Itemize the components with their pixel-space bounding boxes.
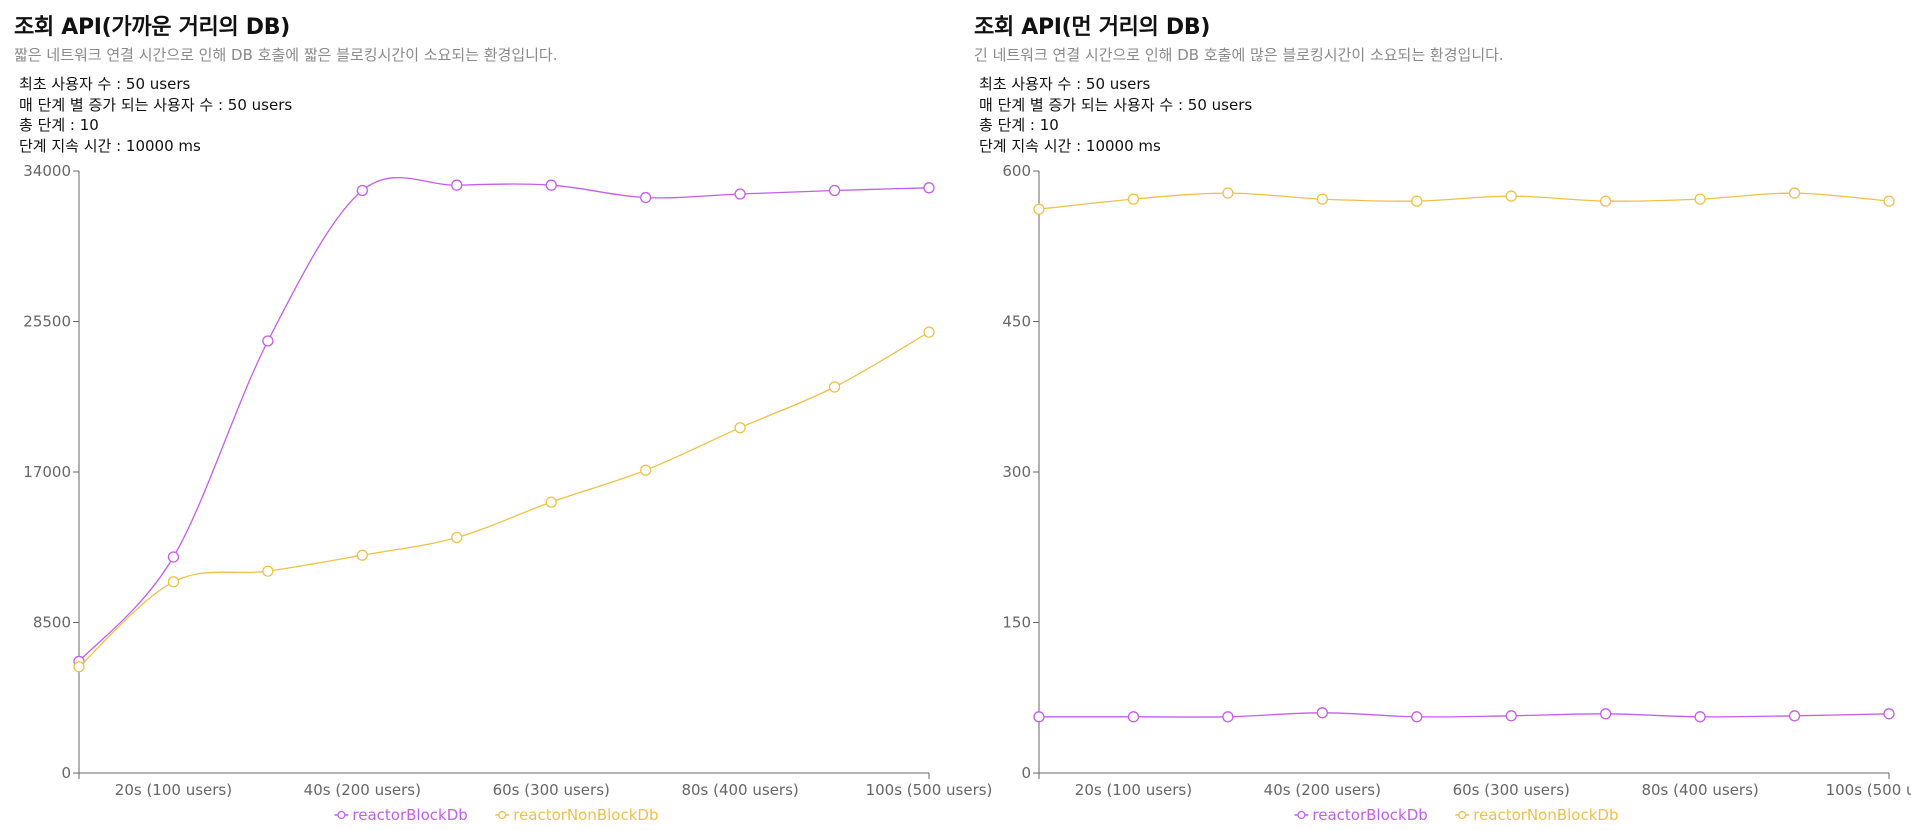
x-tick-label: 60s (300 users)	[493, 781, 610, 799]
y-tick-label: 300	[1002, 463, 1031, 481]
legend-marker-reactorNonBlockDb	[1458, 810, 1467, 820]
data-point-reactorBlockDb	[1694, 711, 1706, 723]
y-tick-label: 450	[1002, 313, 1031, 331]
data-point-reactorBlockDb	[1033, 711, 1045, 723]
chart-title: 조회 API(먼 거리의 DB)	[974, 15, 1211, 40]
info-users-per-step: 매 단계 별 증가 되는 사용자 수 : 50 users	[979, 95, 1253, 114]
info-step-duration: 단계 지속 시간 : 10000 ms	[979, 136, 1161, 155]
data-point-reactorNonBlockDb	[545, 496, 557, 508]
x-tick-label: 40s (200 users)	[1264, 781, 1381, 799]
info-total-steps: 총 단계 : 10	[979, 116, 1059, 134]
data-point-reactorNonBlockDb	[167, 576, 180, 588]
y-tick-label: 600	[1002, 162, 1031, 180]
legend-label-reactorNonBlockDb: reactorNonBlockDb	[1473, 806, 1618, 824]
data-point-reactorNonBlockDb	[734, 422, 746, 434]
chart-subtitle: 짧은 네트워크 연결 시간으로 인해 DB 호출에 짧은 블로킹시간이 소요되는…	[14, 46, 558, 64]
data-point-reactorBlockDb	[167, 551, 180, 563]
y-tick-label: 0	[1021, 764, 1031, 782]
data-point-reactorNonBlockDb	[451, 531, 463, 544]
x-tick-label: 60s (300 users)	[1453, 781, 1570, 799]
data-point-reactorNonBlockDb	[1411, 195, 1423, 207]
data-point-reactorBlockDb	[1600, 708, 1612, 720]
info-step-duration: 단계 지속 시간 : 10000 ms	[19, 136, 201, 155]
data-point-reactorBlockDb	[640, 191, 652, 204]
data-point-reactorBlockDb	[1222, 711, 1234, 723]
data-point-reactorBlockDb	[1411, 711, 1423, 723]
x-tick-label: 80s (400 users)	[681, 781, 798, 799]
y-tick-label: 17000	[23, 463, 71, 481]
data-point-reactorBlockDb	[1505, 710, 1517, 722]
y-tick-label: 150	[1002, 614, 1031, 632]
test-config-info: 최초 사용자 수 : 50 users 매 단계 별 증가 되는 사용자 수 :…	[19, 74, 292, 156]
x-tick-label: 40s (200 users)	[304, 781, 421, 799]
info-total-steps: 총 단계 : 10	[19, 116, 99, 134]
y-tick-label: 8500	[33, 614, 71, 632]
legend-label-reactorBlockDb: reactorBlockDb	[1312, 806, 1427, 824]
data-point-reactorNonBlockDb	[1222, 187, 1234, 199]
data-point-reactorNonBlockDb	[1694, 193, 1706, 205]
data-point-reactorBlockDb	[1316, 707, 1328, 719]
data-point-reactorNonBlockDb	[1505, 190, 1517, 202]
chart-panel-far-db: 조회 API(먼 거리의 DB) 긴 네트워크 연결 시간으로 인해 DB 호출…	[960, 0, 1911, 830]
x-tick-label: 100s (500 users)	[1826, 781, 1911, 799]
series-line-reactorBlockDb	[1038, 712, 1890, 718]
info-initial-users: 최초 사용자 수 : 50 users	[979, 75, 1151, 93]
data-point-reactorNonBlockDb	[1127, 193, 1140, 205]
x-tick-label: 100s (500 users)	[866, 781, 993, 799]
series-line-reactorNonBlockDb	[78, 331, 930, 668]
legend-label-reactorNonBlockDb: reactorNonBlockDb	[513, 806, 658, 824]
data-point-reactorNonBlockDb	[1316, 193, 1328, 205]
data-point-reactorNonBlockDb	[1600, 195, 1612, 207]
chart-title: 조회 API(가까운 거리의 DB)	[14, 15, 290, 40]
chart-subtitle: 긴 네트워크 연결 시간으로 인해 DB 호출에 많은 블로킹시간이 소요되는 …	[974, 46, 1504, 64]
data-point-reactorBlockDb	[734, 188, 746, 200]
data-point-reactorNonBlockDb	[1788, 187, 1801, 199]
data-point-reactorBlockDb	[1788, 710, 1801, 722]
info-users-per-step: 매 단계 별 증가 되는 사용자 수 : 50 users	[19, 95, 293, 114]
x-tick-label: 20s (100 users)	[115, 781, 232, 799]
data-point-reactorBlockDb	[1127, 711, 1140, 723]
legend-label-reactorBlockDb: reactorBlockDb	[352, 806, 467, 824]
series-line-reactorNonBlockDb	[1038, 192, 1890, 210]
data-point-reactorBlockDb	[545, 179, 557, 191]
data-point-reactorNonBlockDb	[640, 464, 652, 476]
data-point-reactorNonBlockDb	[923, 326, 935, 338]
legend-marker-reactorBlockDb	[1297, 810, 1306, 820]
data-point-reactorBlockDb	[923, 182, 935, 194]
data-point-reactorNonBlockDb	[1883, 195, 1895, 207]
data-point-reactorBlockDb	[356, 184, 368, 197]
data-point-reactorNonBlockDb	[356, 549, 368, 561]
y-tick-label: 34000	[23, 162, 71, 180]
data-point-reactorNonBlockDb	[1033, 203, 1045, 215]
x-tick-label: 80s (400 users)	[1641, 781, 1758, 799]
chart-panel-near-db: 조회 API(가까운 거리의 DB) 짧은 네트워크 연결 시간으로 인해 DB…	[0, 0, 992, 830]
info-initial-users: 최초 사용자 수 : 50 users	[19, 75, 191, 93]
data-point-reactorBlockDb	[828, 184, 841, 197]
data-point-reactorNonBlockDb	[73, 661, 85, 673]
y-tick-label: 25500	[23, 313, 71, 331]
legend-marker-reactorBlockDb	[337, 810, 346, 820]
test-config-info: 최초 사용자 수 : 50 users 매 단계 별 증가 되는 사용자 수 :…	[979, 74, 1252, 156]
series-line-reactorBlockDb	[78, 176, 930, 662]
data-point-reactorNonBlockDb	[262, 565, 274, 577]
line-chart-near-db: 0 8500 17000 25500 34000 20s (100 users) 40s (…	[23, 162, 992, 824]
data-point-reactorNonBlockDb	[828, 381, 841, 393]
legend-marker-reactorNonBlockDb	[498, 810, 507, 820]
y-tick-label: 0	[61, 764, 71, 782]
data-point-reactorBlockDb	[451, 179, 463, 191]
line-chart-far-db: 0 150 300 450 600 20s (100 users) 40s (200 use…	[1002, 162, 1911, 824]
data-point-reactorBlockDb	[1883, 708, 1895, 720]
data-point-reactorBlockDb	[262, 335, 274, 347]
x-tick-label: 20s (100 users)	[1075, 781, 1192, 799]
